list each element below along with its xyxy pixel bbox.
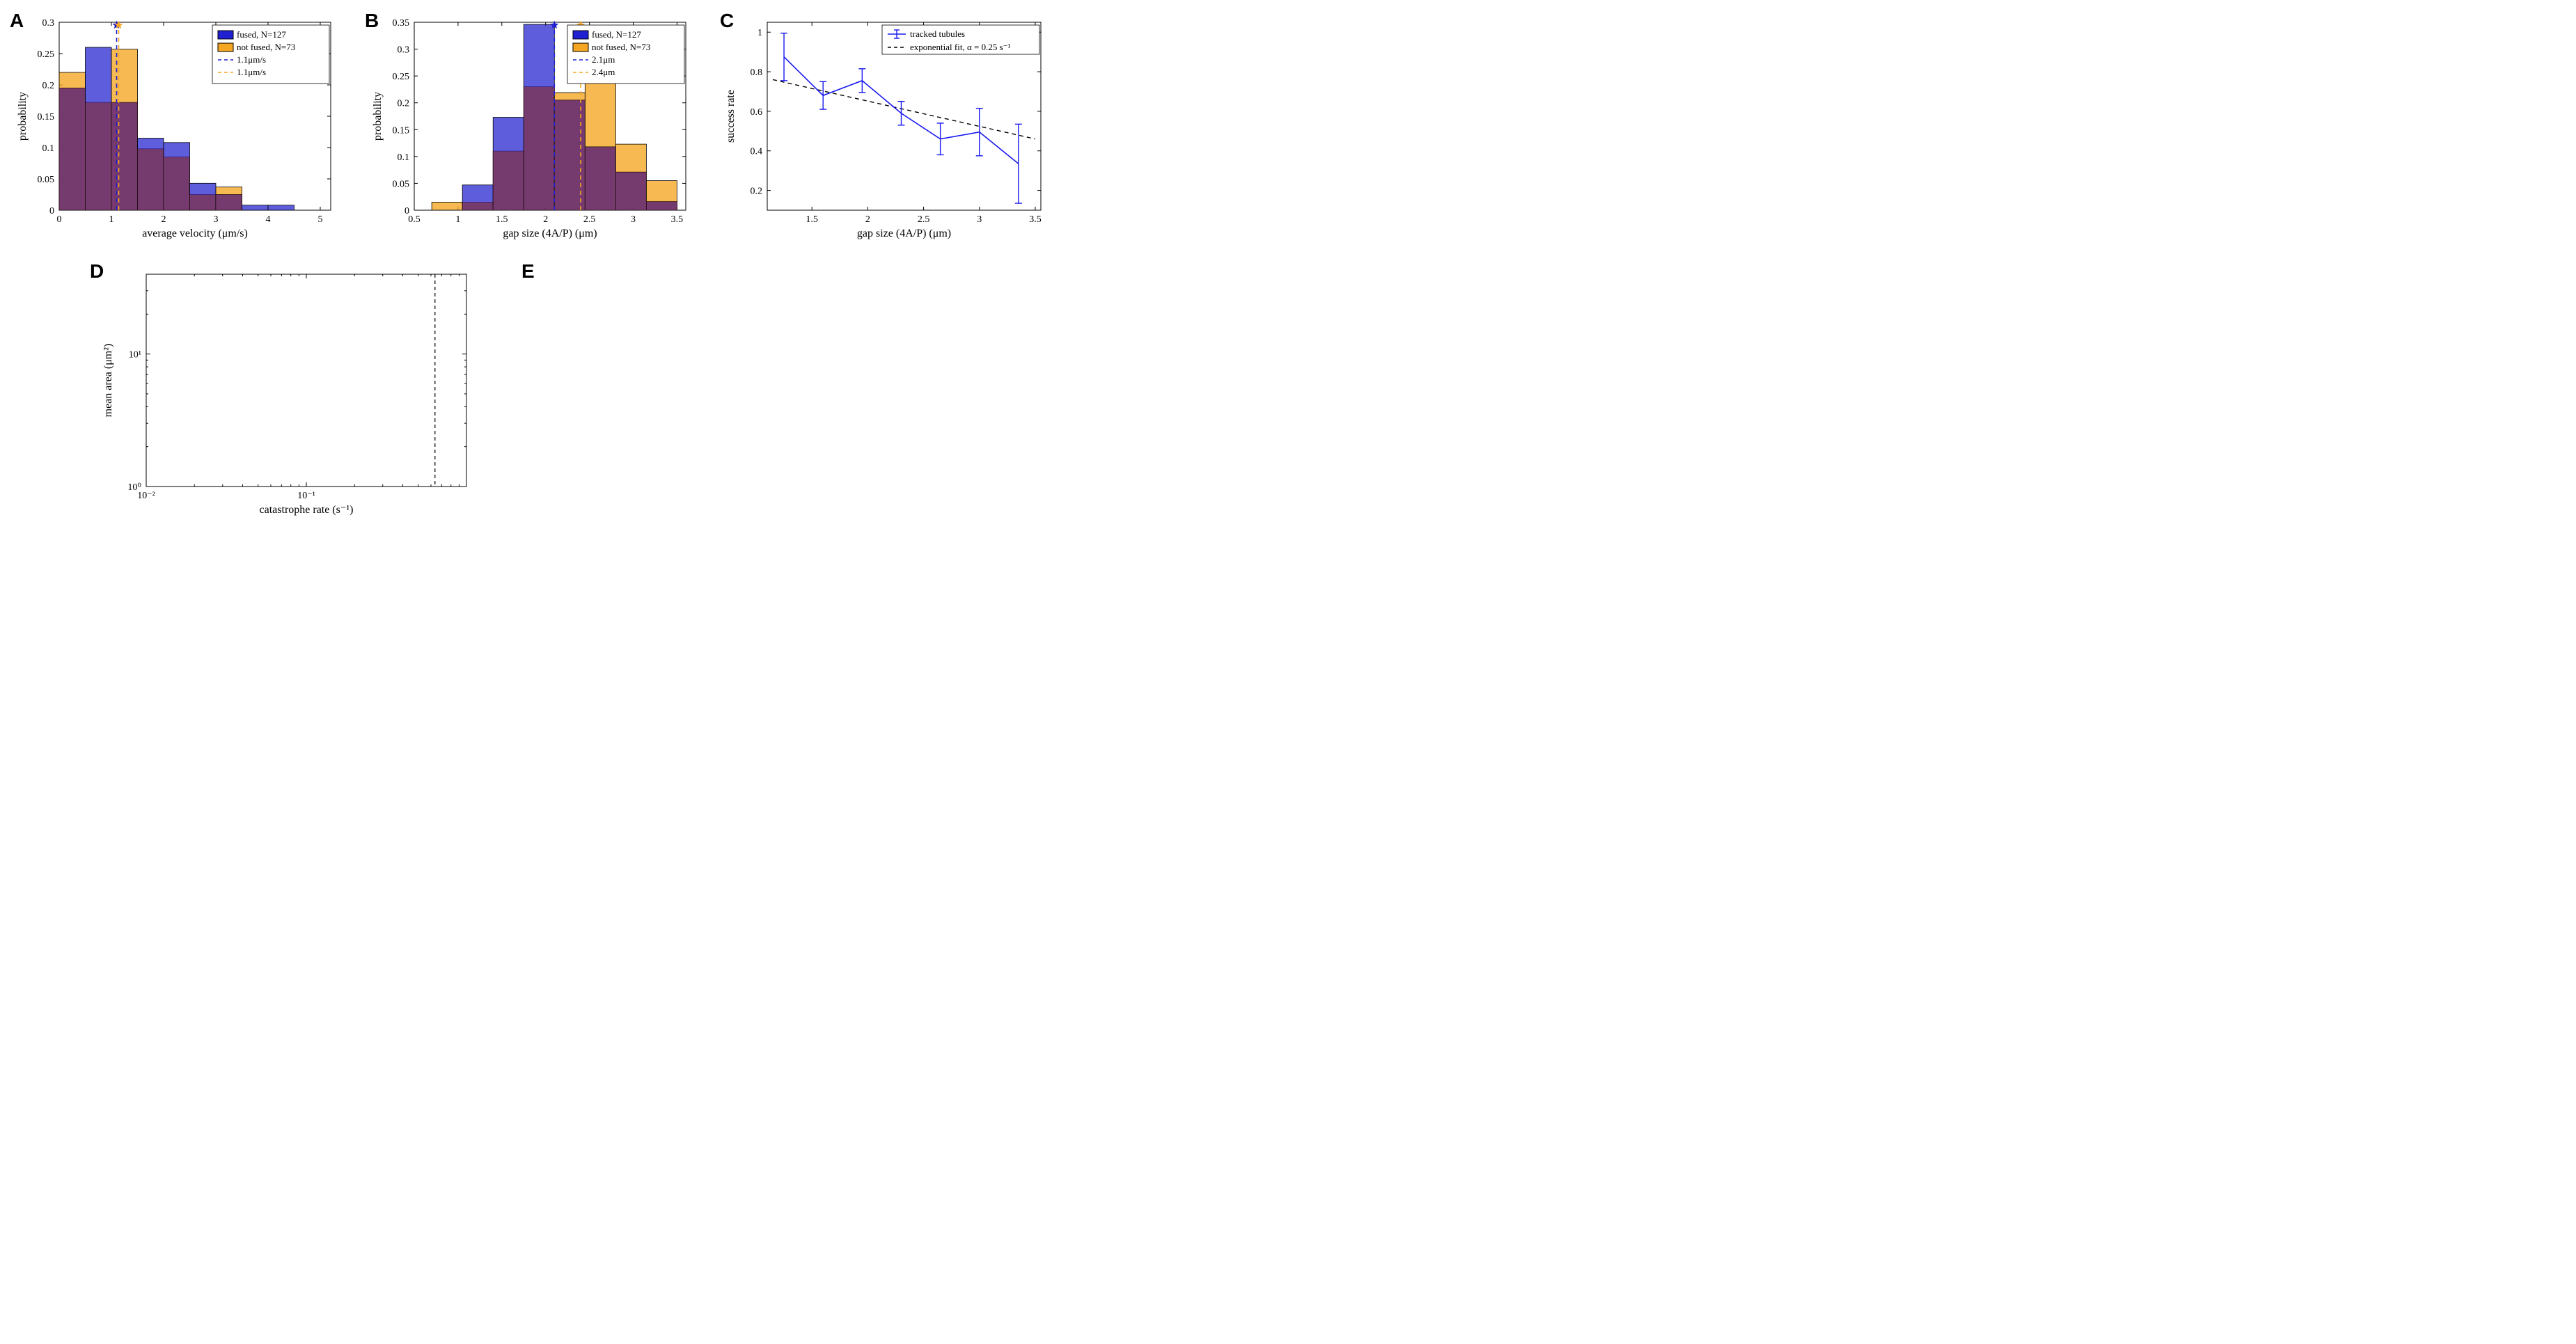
svg-text:fused, N=127: fused, N=127 [592,29,641,40]
panel-b-label: B [365,10,379,32]
svg-text:not fused, N=73: not fused, N=73 [237,42,295,52]
panel-b: B 0.511.522.533.500.050.10.150.20.250.30… [369,14,696,251]
svg-text:catastrophe rate (s⁻¹): catastrophe rate (s⁻¹) [260,504,354,516]
svg-text:0.35: 0.35 [393,18,410,29]
svg-text:0: 0 [405,206,409,216]
svg-text:10¹: 10¹ [129,350,141,361]
svg-text:mean area (μm²): mean area (μm²) [102,344,114,418]
svg-text:2: 2 [865,214,870,225]
svg-text:tracked tubules: tracked tubules [910,29,965,39]
svg-text:2.1μm: 2.1μm [592,54,615,65]
svg-text:0.3: 0.3 [398,45,410,56]
panel-a-label: A [10,10,24,32]
svg-text:3.5: 3.5 [671,214,684,225]
svg-text:exponential fit, α = 0.25 s⁻¹: exponential fit, α = 0.25 s⁻¹ [910,42,1011,52]
svg-text:0: 0 [57,214,62,225]
svg-text:0.05: 0.05 [38,175,55,185]
svg-text:probability: probability [17,92,29,141]
panel-d-label: D [90,260,104,283]
svg-text:10⁻¹: 10⁻¹ [297,491,315,501]
panel-d: D 10⁻²10⁻¹10⁰10¹catastrophe rate (s⁻¹)me… [94,264,484,529]
svg-text:2: 2 [543,214,548,225]
svg-text:not fused, N=73: not fused, N=73 [592,42,650,52]
svg-text:0.15: 0.15 [393,125,410,136]
svg-text:probability: probability [372,92,384,141]
row-2: D 10⁻²10⁻¹10⁰10¹catastrophe rate (s⁻¹)me… [14,264,1051,529]
svg-text:fused, N=127: fused, N=127 [237,29,286,40]
panel-a: A 01234500.050.10.150.20.250.3average ve… [14,14,341,251]
svg-text:1.5: 1.5 [806,214,818,225]
svg-text:0.2: 0.2 [398,99,410,109]
svg-text:0.05: 0.05 [393,179,410,189]
svg-text:0.25: 0.25 [38,49,55,60]
svg-text:2.4μm: 2.4μm [592,67,615,77]
svg-text:0.1: 0.1 [398,152,410,163]
svg-text:0.6: 0.6 [751,107,763,118]
svg-text:3: 3 [631,214,636,225]
svg-text:3: 3 [214,214,219,225]
svg-text:3: 3 [977,214,982,225]
panel-c-label: C [720,10,734,32]
svg-text:success rate: success rate [725,90,737,143]
panel-a-svg: 0 1 2 3 4 5 0 0.05 0.1 0.15 0.2 0.25 0.3 average velo… [14,14,341,251]
panel-e-svg [526,264,971,529]
svg-text:1.5: 1.5 [496,214,508,225]
svg-text:0.8: 0.8 [751,68,763,78]
svg-text:0.3: 0.3 [42,18,55,29]
panel-d-svg: 10⁻²10⁻¹10⁰10¹catastrophe rate (s⁻¹)mean… [94,264,484,529]
svg-text:1: 1 [757,28,762,38]
panel-c: C 1.522.533.50.20.40.60.81gap size (4A/P… [724,14,1051,251]
svg-text:4: 4 [266,214,271,225]
svg-text:0.2: 0.2 [42,81,55,91]
svg-text:0: 0 [49,206,54,216]
panel-b-svg: 0.5 1 1.5 2 2.5 3 3.5 0 0.05 0.1 0.15 0.2 0.25 0.3 0.3… [369,14,696,251]
svg-text:0.1: 0.1 [42,143,55,154]
svg-text:gap size (4A/P) (μm): gap size (4A/P) (μm) [503,228,597,239]
svg-text:2: 2 [162,214,166,225]
svg-text:0.2: 0.2 [751,187,763,197]
svg-text:0.15: 0.15 [38,112,55,122]
svg-text:2.5: 2.5 [918,214,930,225]
svg-text:gap size (4A/P) (μm): gap size (4A/P) (μm) [857,228,951,239]
svg-text:3.5: 3.5 [1029,214,1042,225]
svg-text:0.25: 0.25 [393,72,410,82]
svg-text:0.5: 0.5 [408,214,421,225]
svg-text:1.1μm/s: 1.1μm/s [237,67,266,77]
svg-text:1.1μm/s: 1.1μm/s [237,54,266,65]
svg-text:1: 1 [455,214,460,225]
svg-text:2.5: 2.5 [583,214,596,225]
panel-e: E [526,264,971,529]
panel-e-label: E [521,260,535,283]
svg-text:average velocity (μm/s): average velocity (μm/s) [142,228,248,239]
svg-text:10⁰: 10⁰ [127,482,141,493]
svg-text:5: 5 [318,214,323,225]
svg-text:1: 1 [109,214,114,225]
panel-c-svg: 1.5 2 2.5 3 3.5 0.2 0.4 0.6 0.8 1 gap size (4A/P) … [724,14,1051,251]
figure-grid: A 01234500.050.10.150.20.250.3average ve… [14,14,1044,529]
svg-text:0.4: 0.4 [751,147,763,157]
